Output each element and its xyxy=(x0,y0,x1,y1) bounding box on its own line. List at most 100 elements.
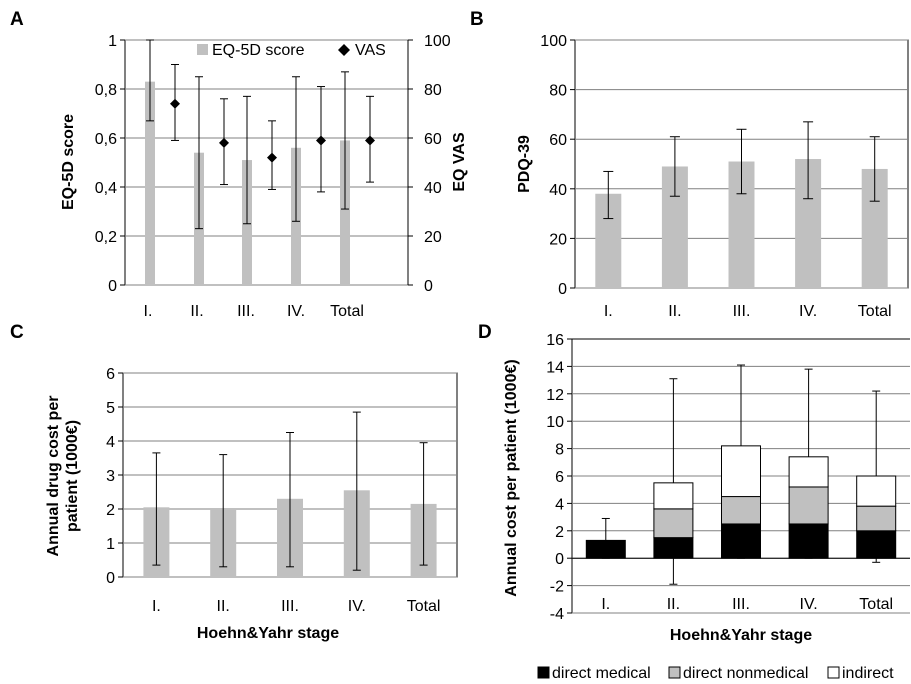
c-y-axis-title-line-2: patient (1000€) xyxy=(64,420,81,532)
panel-letter-a: A xyxy=(10,9,24,30)
panel-letter-d: D xyxy=(478,322,492,343)
d-stack-segment xyxy=(653,482,694,510)
b-x-tick-label: Total xyxy=(858,303,892,320)
legend-d-label-3: indirect xyxy=(842,665,894,682)
c-y-tick-label: 6 xyxy=(106,366,115,383)
panel-b: 0 20 40 60 80 100 I. II. III. IV. Total PDQ-39 xyxy=(516,33,909,320)
a-vas-point xyxy=(365,135,375,146)
d-y-tick-label: 14 xyxy=(546,359,564,376)
c-x-tick-label: IV. xyxy=(348,598,366,615)
b-y-tick-label: 0 xyxy=(558,281,567,298)
a-y2-tick-label: 0 xyxy=(424,278,433,295)
c-y-tick-label: 3 xyxy=(106,468,115,485)
a-x-tick-label: II. xyxy=(190,303,203,320)
a-y-tick-label: 0 xyxy=(108,278,117,295)
d-stack-segment xyxy=(856,530,897,559)
a-y-tick-label: 0,2 xyxy=(95,229,117,246)
d-y-tick-label: 2 xyxy=(555,524,564,541)
legend-d-label-1: direct medical xyxy=(552,665,651,682)
panel-letter-c: C xyxy=(10,322,24,343)
d-x-tick-label: Total xyxy=(859,596,893,613)
a-y2-tick-label: 100 xyxy=(424,33,451,50)
c-y-tick-label: 0 xyxy=(106,570,115,587)
d-stack-segment xyxy=(788,486,829,525)
d-y-tick-label: 4 xyxy=(555,496,564,513)
a-bar xyxy=(340,140,350,285)
d-y-tick-label: 12 xyxy=(546,387,564,404)
a-x-tick-label: IV. xyxy=(287,303,305,320)
b-y-tick-label: 100 xyxy=(540,33,567,50)
d-stack-segment xyxy=(788,523,829,559)
a-y-tick-label: 0,4 xyxy=(95,180,117,197)
a-y-tick-label: 0,8 xyxy=(95,82,117,99)
b-y-tick-label: 20 xyxy=(549,231,567,248)
d-x-tick-label: I. xyxy=(601,596,610,613)
d-stack-segment xyxy=(788,456,829,488)
b-x-tick-label: IV. xyxy=(799,303,817,320)
d-stack-segment xyxy=(653,508,694,539)
d-stack-segment xyxy=(856,505,897,532)
c-x-tick-label: I. xyxy=(152,598,161,615)
c-x-tick-label: III. xyxy=(281,598,299,615)
panel-c: 0 1 2 3 4 5 6 I. II. III. IV. Total Hoehn&Yahr stage… xyxy=(45,366,458,642)
b-y-tick-label: 80 xyxy=(549,83,567,100)
legend-d-swatch-1 xyxy=(537,666,550,679)
a-y-tick-label: 1 xyxy=(108,33,117,50)
d-y-tick-label: 6 xyxy=(555,469,564,486)
a-x-tick-label: III. xyxy=(237,303,255,320)
d-stack-segment xyxy=(856,475,897,507)
a-bar xyxy=(145,81,155,286)
c-x-tick-label: II. xyxy=(217,598,230,615)
a-y2-tick-label: 40 xyxy=(424,180,442,197)
panel-letter-b: B xyxy=(470,9,484,30)
d-y-tick-label: 16 xyxy=(546,332,564,349)
c-x-tick-label: Total xyxy=(407,598,441,615)
a-vas-point xyxy=(267,152,277,163)
a-y-axis-title: EQ-5D score xyxy=(60,114,77,210)
c-y-tick-label: 4 xyxy=(106,434,115,451)
d-x-axis-title: Hoehn&Yahr stage xyxy=(670,627,812,644)
d-x-tick-label: IV. xyxy=(800,596,818,613)
a-y2-tick-label: 20 xyxy=(424,229,442,246)
c-y-axis-title-line-1: Annual drug cost per xyxy=(45,396,62,557)
d-y-tick-label: 0 xyxy=(555,551,564,568)
d-stack-segment xyxy=(721,496,761,525)
b-x-tick-label: II. xyxy=(668,303,681,320)
d-stack-segment xyxy=(585,539,626,559)
legend-d-swatch-3 xyxy=(827,666,840,679)
b-x-tick-label: I. xyxy=(604,303,613,320)
a-vas-point xyxy=(170,98,180,109)
b-y-tick-label: 40 xyxy=(549,182,567,199)
d-y-tick-label: -2 xyxy=(550,579,564,596)
legend-d-swatch-2 xyxy=(668,666,681,679)
legend-a-diamond-icon xyxy=(338,44,350,56)
panel-a: 0 0,2 0,4 0,6 0,8 1 0 20 40 60 80 100 I. II. III. IV. To… xyxy=(60,33,468,320)
a-x-tick-label: I. xyxy=(144,303,153,320)
d-stack-segment xyxy=(653,537,694,559)
b-y-axis-title: PDQ-39 xyxy=(516,135,533,193)
d-y-tick-label: 10 xyxy=(546,414,564,431)
c-y-tick-label: 2 xyxy=(106,502,115,519)
a-y2-tick-label: 60 xyxy=(424,131,442,148)
d-x-tick-label: III. xyxy=(732,596,750,613)
legend-a: EQ-5D score VAS xyxy=(197,42,386,59)
d-x-tick-label: II. xyxy=(667,596,680,613)
c-x-axis-title: Hoehn&Yahr stage xyxy=(197,625,339,642)
d-y-tick-label: -4 xyxy=(550,606,564,623)
d-stack-segment xyxy=(721,445,761,498)
a-vas-point xyxy=(316,135,326,146)
a-y2-axis-title: EQ VAS xyxy=(451,132,468,192)
a-vas-point xyxy=(219,137,229,148)
c-y-tick-label: 1 xyxy=(106,536,115,553)
a-y2-tick-label: 80 xyxy=(424,82,442,99)
panel-d: -4 -2 0 2 4 6 8 10 12 14 16 I. II. III. IV. Total Hoehn&… xyxy=(503,332,910,644)
d-y-tick-label: 8 xyxy=(555,442,564,459)
a-y-tick-label: 0,6 xyxy=(95,131,117,148)
b-y-tick-label: 60 xyxy=(549,132,567,149)
legend-a-bar-swatch xyxy=(197,44,208,55)
c-y-tick-label: 5 xyxy=(106,400,115,417)
legend-a-marker-label: VAS xyxy=(355,42,386,59)
d-y-axis-title: Annual cost per patient (1000€) xyxy=(503,359,520,596)
